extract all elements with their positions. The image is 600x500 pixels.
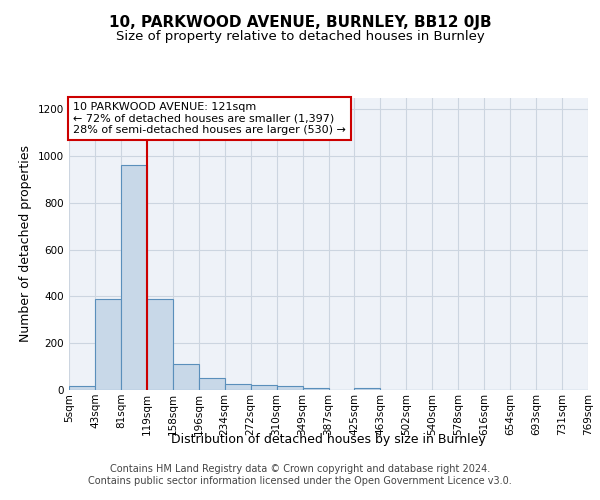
Text: 10 PARKWOOD AVENUE: 121sqm
← 72% of detached houses are smaller (1,397)
28% of s: 10 PARKWOOD AVENUE: 121sqm ← 72% of deta… — [73, 102, 346, 136]
Bar — [251, 386, 277, 390]
Bar — [95, 298, 121, 390]
Text: Size of property relative to detached houses in Burnley: Size of property relative to detached ho… — [116, 30, 484, 43]
Bar — [121, 166, 147, 390]
Bar — [147, 298, 173, 390]
Bar — [302, 388, 329, 390]
Bar — [355, 388, 380, 390]
Bar — [225, 384, 251, 390]
Bar — [173, 364, 199, 390]
Bar — [69, 386, 95, 390]
Bar — [277, 386, 302, 390]
Text: Contains public sector information licensed under the Open Government Licence v3: Contains public sector information licen… — [88, 476, 512, 486]
Text: 10, PARKWOOD AVENUE, BURNLEY, BB12 0JB: 10, PARKWOOD AVENUE, BURNLEY, BB12 0JB — [109, 15, 491, 30]
Text: Distribution of detached houses by size in Burnley: Distribution of detached houses by size … — [172, 432, 486, 446]
Y-axis label: Number of detached properties: Number of detached properties — [19, 145, 32, 342]
Bar — [199, 378, 224, 390]
Text: Contains HM Land Registry data © Crown copyright and database right 2024.: Contains HM Land Registry data © Crown c… — [110, 464, 490, 474]
